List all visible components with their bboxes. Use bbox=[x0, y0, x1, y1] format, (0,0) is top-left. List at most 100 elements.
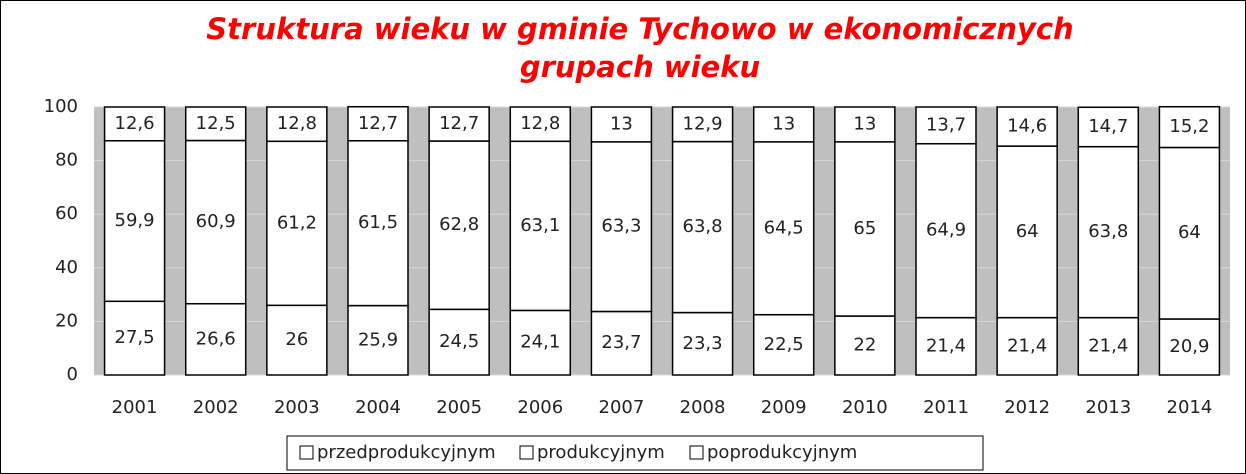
data-label: 21,4 bbox=[1088, 335, 1128, 356]
data-label: 21,4 bbox=[926, 335, 966, 356]
data-label: 12,5 bbox=[196, 113, 236, 134]
data-label: 63,8 bbox=[683, 216, 723, 237]
legend-label: produkcyjnym bbox=[537, 442, 665, 463]
x-tick-label: 2009 bbox=[761, 397, 807, 418]
bar-segment bbox=[752, 106, 815, 143]
y-tick-label: 40 bbox=[55, 257, 78, 278]
data-label: 13 bbox=[610, 113, 633, 134]
data-label: 13 bbox=[853, 113, 876, 134]
data-label: 64 bbox=[1016, 221, 1039, 242]
bar-segment bbox=[266, 140, 328, 307]
data-label: 12,8 bbox=[520, 113, 560, 134]
bar-segment bbox=[347, 304, 409, 376]
bar-segment bbox=[1077, 316, 1140, 376]
legend-label: poprodukcyjnym bbox=[707, 442, 857, 463]
x-tick-label: 2012 bbox=[1004, 397, 1050, 418]
data-label: 12,7 bbox=[439, 113, 479, 134]
legend-swatch bbox=[689, 445, 704, 460]
data-label: 25,9 bbox=[358, 329, 398, 350]
data-label: 23,7 bbox=[601, 332, 641, 353]
x-tick-label: 2002 bbox=[193, 397, 239, 418]
bar-segment bbox=[671, 140, 734, 314]
x-tick-label: 2007 bbox=[599, 397, 645, 418]
x-tick-label: 2001 bbox=[112, 397, 158, 418]
data-label: 24,5 bbox=[439, 331, 479, 352]
data-label: 13 bbox=[772, 113, 795, 134]
y-tick-label: 100 bbox=[44, 96, 78, 117]
bar-segment bbox=[103, 106, 166, 142]
legend-box bbox=[286, 435, 984, 471]
y-tick-label: 60 bbox=[55, 203, 78, 224]
data-label: 26 bbox=[285, 329, 308, 350]
bar-segment bbox=[834, 141, 896, 317]
bar-segment bbox=[509, 106, 572, 143]
bar-segment bbox=[428, 140, 490, 311]
x-tick-label: 2005 bbox=[436, 397, 482, 418]
data-label: 24,1 bbox=[520, 332, 560, 353]
bar-segment bbox=[671, 106, 734, 143]
data-label: 63,8 bbox=[1088, 221, 1128, 242]
data-label: 23,3 bbox=[683, 333, 723, 354]
data-label: 63,3 bbox=[601, 216, 641, 237]
bar-segment bbox=[428, 106, 490, 142]
bar-segment bbox=[1158, 105, 1221, 149]
legend-label: przedprodukcyjnym bbox=[317, 442, 496, 463]
bar-segment bbox=[509, 140, 572, 312]
data-label: 12,8 bbox=[277, 113, 317, 134]
bar-segment bbox=[752, 313, 815, 376]
bar-segment bbox=[347, 105, 409, 142]
x-tick-label: 2013 bbox=[1085, 397, 1131, 418]
x-tick-label: 2006 bbox=[517, 397, 563, 418]
x-tick-label: 2004 bbox=[355, 397, 401, 418]
bar-segment bbox=[1077, 145, 1140, 319]
bar-segment bbox=[266, 304, 328, 376]
bar-segment bbox=[915, 106, 977, 145]
x-tick-label: 2014 bbox=[1167, 397, 1213, 418]
bar-segment bbox=[509, 309, 572, 376]
data-label: 13,7 bbox=[926, 114, 966, 135]
data-label: 27,5 bbox=[115, 327, 155, 348]
y-tick-label: 0 bbox=[67, 364, 78, 385]
bar-segment bbox=[590, 310, 653, 376]
bar-segment bbox=[996, 106, 1058, 147]
data-label: 22,5 bbox=[764, 334, 804, 355]
bar-segment bbox=[834, 106, 896, 143]
data-label: 64,9 bbox=[926, 220, 966, 241]
data-label: 64,5 bbox=[764, 217, 804, 238]
bar-segment bbox=[103, 300, 166, 376]
bar-segment bbox=[428, 308, 490, 376]
bar-segment bbox=[1158, 318, 1221, 376]
y-tick-label: 80 bbox=[55, 150, 78, 171]
data-label: 21,4 bbox=[1007, 335, 1047, 356]
plot-area bbox=[94, 107, 1230, 375]
data-label: 15,2 bbox=[1169, 116, 1209, 137]
data-label: 12,7 bbox=[358, 113, 398, 134]
bar-segment bbox=[347, 140, 409, 307]
chart-title: Struktura wieku w gminie Tychowo w ekono… bbox=[206, 12, 1074, 84]
x-tick-label: 2010 bbox=[842, 397, 888, 418]
bar-segment bbox=[184, 139, 247, 305]
data-label: 61,2 bbox=[277, 212, 317, 233]
data-label: 61,5 bbox=[358, 212, 398, 233]
data-label: 12,9 bbox=[683, 113, 723, 134]
legend-swatch bbox=[299, 445, 314, 460]
bar-segment bbox=[590, 106, 653, 143]
data-label: 62,8 bbox=[439, 214, 479, 235]
bar-segment bbox=[996, 316, 1058, 376]
data-label: 12,6 bbox=[115, 113, 155, 134]
bar-segment bbox=[184, 106, 247, 142]
data-label: 14,6 bbox=[1007, 116, 1047, 137]
data-label: 59,9 bbox=[115, 210, 155, 231]
bar-segment bbox=[266, 106, 328, 143]
data-label: 20,9 bbox=[1169, 336, 1209, 357]
x-tick-label: 2011 bbox=[923, 397, 969, 418]
data-label: 14,7 bbox=[1088, 116, 1128, 137]
bar-segment bbox=[1158, 146, 1221, 320]
bar-segment bbox=[915, 142, 977, 319]
data-label: 26,6 bbox=[196, 328, 236, 349]
y-tick-label: 20 bbox=[55, 310, 78, 331]
x-tick-label: 2008 bbox=[680, 397, 726, 418]
bar-segment bbox=[915, 316, 977, 376]
